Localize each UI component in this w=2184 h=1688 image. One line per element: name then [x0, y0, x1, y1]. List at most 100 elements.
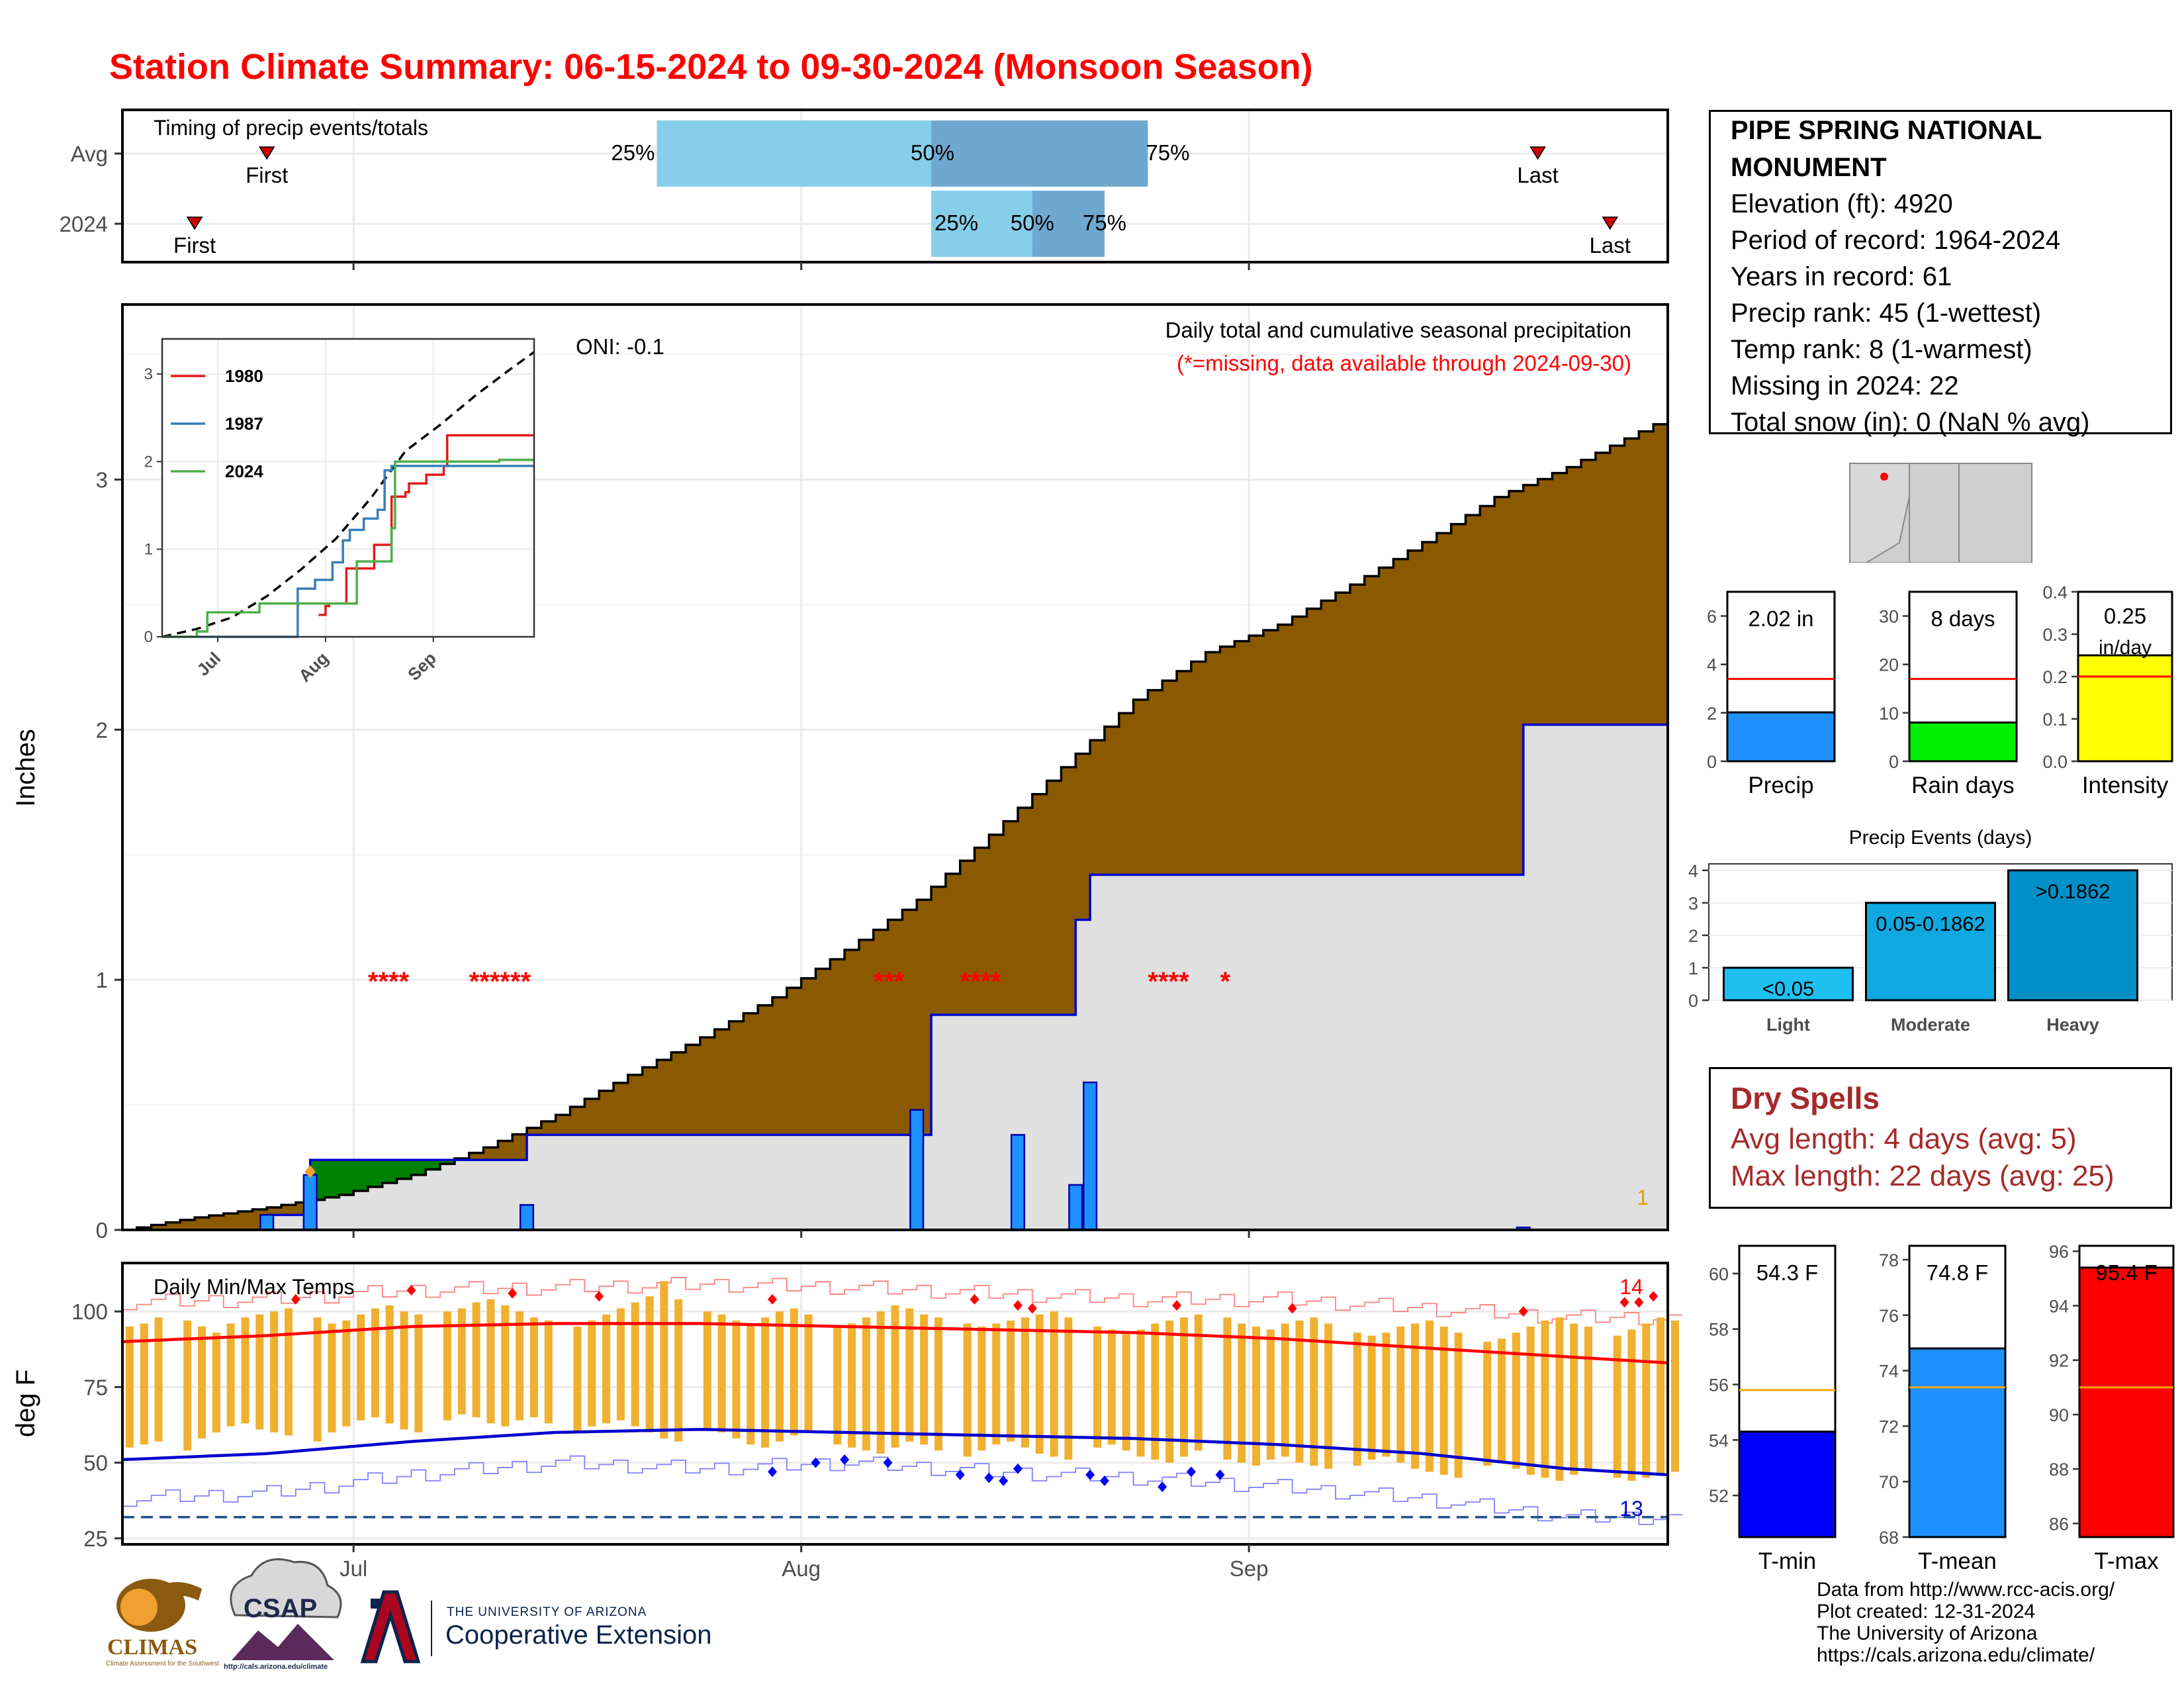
tmax-ytick-label: 90 — [2049, 1405, 2069, 1425]
daily-temp-bar — [1627, 1329, 1636, 1481]
precip-events-ytick-label: 3 — [1688, 894, 1698, 914]
precip-annotation: Daily total and cumulative seasonal prec… — [1165, 318, 1631, 342]
tmax-ytick-label: 86 — [2049, 1514, 2069, 1534]
daily-temp-bar — [1382, 1333, 1390, 1457]
rain-days-ytick-label: 10 — [1879, 704, 1899, 724]
daily-precip-bar — [259, 1214, 275, 1231]
daily-temp-bar — [1353, 1333, 1361, 1466]
average-cumulative-line — [122, 417, 1669, 1231]
record-low-marker — [1215, 1469, 1225, 1480]
intensity-value-label: 0.25 — [2104, 604, 2146, 628]
daily-temp-bar — [1021, 1317, 1029, 1448]
record-low-marker — [1158, 1481, 1167, 1493]
record-high-marker — [1518, 1306, 1528, 1317]
map-bottom — [1850, 563, 2032, 571]
record-low-marker — [1186, 1466, 1196, 1477]
station-precip-rank: Precip rank: 45 (1-wettest) — [1731, 299, 2042, 328]
timing-q50-label: 50% — [1011, 211, 1054, 235]
csap-logo-text: CSAP — [244, 1594, 318, 1623]
tmean-xlabel: T-mean — [1918, 1548, 1997, 1574]
temps-xtick-label: Jul — [340, 1556, 367, 1581]
daily-temp-bar — [501, 1305, 510, 1427]
daily-temp-bar — [140, 1323, 148, 1445]
seasonal-precip-ytick-label: 6 — [1707, 607, 1717, 627]
station-missing: Missing in 2024: 22 — [1731, 371, 1959, 400]
credit-data-source: Data from http://www.rcc-acis.org/ — [1817, 1579, 2115, 1601]
tmax-ytick-label: 92 — [2049, 1351, 2069, 1371]
dry-spells-max: Max length: 22 days (avg: 25) — [1731, 1160, 2115, 1192]
intensity-bar — [2077, 654, 2173, 763]
climas-logo-sub: Climate Assessment for the Southwest — [106, 1660, 220, 1667]
record-high-count: 14 — [1619, 1275, 1643, 1299]
daily-temp-bar — [790, 1308, 798, 1436]
daily-temp-bar — [1194, 1314, 1203, 1451]
daily-temp-bar — [1541, 1320, 1549, 1478]
tmin-ytick-label: 56 — [1709, 1376, 1729, 1395]
daily-temp-bar — [1526, 1326, 1535, 1475]
daily-temp-bar — [978, 1326, 986, 1451]
seasonal-precip-ytick-label: 2 — [1707, 704, 1717, 724]
daily-temp-bar — [761, 1317, 770, 1448]
dry-spells-avg: Avg length: 4 days (avg: 5) — [1731, 1123, 2077, 1155]
intensity-xlabel: Intensity — [2082, 773, 2169, 798]
tmax-ytick-label: 94 — [2049, 1296, 2069, 1316]
daily-temp-bar — [198, 1326, 206, 1439]
daily-temp-bar — [804, 1314, 813, 1432]
daily-temp-bar — [674, 1299, 683, 1442]
record-min-line — [122, 1455, 1682, 1525]
precip-ylabel: Inches — [11, 729, 40, 807]
record-high-marker — [1619, 1297, 1629, 1308]
inset-ytick-label: 2 — [144, 453, 153, 471]
timing-row-label: 2024 — [60, 212, 108, 236]
daily-temp-bar — [588, 1320, 596, 1427]
timing-q25-label: 25% — [611, 140, 655, 165]
timing-bar-q25-q50 — [657, 120, 932, 187]
avg-max-line — [122, 1322, 1668, 1365]
temps-xtick-label: Aug — [782, 1556, 821, 1581]
inset-legend-label: 1987 — [225, 414, 263, 434]
avg-min-line — [122, 1428, 1668, 1477]
daily-precip-bar — [1010, 1134, 1026, 1231]
intensity-ytick-label: 0.0 — [2042, 752, 2068, 772]
daily-temp-bar — [631, 1302, 639, 1427]
intensity-ytick-label: 0.2 — [2042, 667, 2068, 687]
timing-last-marker — [1602, 216, 1619, 230]
daily-temp-bar — [1613, 1335, 1621, 1478]
station-period: Period of record: 1964-2024 — [1731, 226, 2061, 255]
seasonal-precip-value-label: 2.02 in — [1748, 606, 1813, 631]
record-low-marker — [840, 1454, 850, 1466]
daily-temp-bar — [1584, 1326, 1592, 1469]
daily-precip-bar — [302, 1174, 318, 1231]
climas-logo-wing — [156, 1582, 202, 1601]
record-high-marker — [1287, 1303, 1297, 1314]
station-temp-rank: Temp rank: 8 (1-warmest) — [1731, 335, 2032, 364]
dry-spells-box: Dry Spells Avg length: 4 days (avg: 5) M… — [1709, 1067, 2172, 1209]
temps-panel-border — [121, 1262, 1669, 1546]
record-low-marker — [811, 1457, 821, 1468]
missing-data-stars: **** — [960, 967, 1002, 996]
station-location-marker — [1880, 473, 1888, 481]
inset-ytick-label: 0 — [144, 628, 153, 646]
precip-surplus-area — [310, 1160, 455, 1200]
daily-temp-bar — [400, 1311, 408, 1430]
missing-data-stars: **** — [368, 967, 410, 996]
record-high-marker — [508, 1288, 518, 1299]
daily-temp-bar — [1093, 1326, 1102, 1448]
daily-temp-bar — [775, 1311, 784, 1442]
missing-data-stars: **** — [1148, 967, 1189, 996]
tmean-ytick-label: 68 — [1879, 1528, 1899, 1548]
timing-q75-label: 75% — [1083, 211, 1126, 235]
tmean-ytick-label: 78 — [1879, 1250, 1899, 1270]
ua-logo-a — [360, 1590, 421, 1664]
rain-days-bar — [1908, 721, 2018, 763]
tmean-ytick-label: 76 — [1879, 1306, 1899, 1326]
climas-logo-text: CLIMAS — [107, 1635, 198, 1660]
daily-temp-bar — [183, 1320, 192, 1451]
intensity-ytick-label: 0.4 — [2042, 583, 2068, 602]
daily-temp-bar — [255, 1314, 264, 1430]
precip-events-ytick-label: 4 — [1688, 861, 1698, 881]
daily-temp-bar — [848, 1323, 856, 1448]
tmean-bar — [1908, 1347, 2007, 1538]
daily-temp-bar — [920, 1314, 929, 1445]
